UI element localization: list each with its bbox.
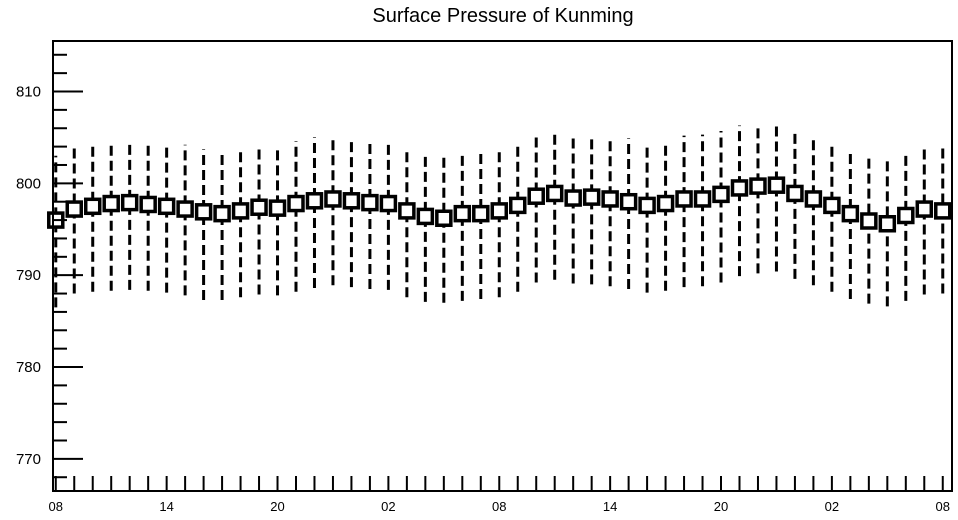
median-box (675, 190, 693, 208)
y-tick-label: 810 (16, 84, 41, 101)
plot-frame (52, 40, 953, 492)
median-box (601, 190, 619, 208)
median-box (268, 199, 287, 217)
y-tick-label: 780 (16, 359, 41, 376)
median-box (823, 196, 841, 215)
median-box (490, 202, 509, 220)
median-box (767, 176, 786, 194)
median-box (342, 192, 361, 210)
x-tick-label: 08 (936, 499, 950, 514)
median-box (176, 200, 194, 218)
median-box (361, 193, 379, 212)
x-tick-label: 14 (603, 499, 617, 514)
median-box (139, 195, 157, 214)
median-box (435, 209, 453, 227)
x-tick-label: 20 (714, 499, 728, 514)
median-box (786, 184, 804, 203)
y-tick-label: 770 (16, 451, 41, 468)
x-tick-label: 14 (159, 499, 173, 514)
median-box (120, 193, 139, 212)
median-box (157, 197, 176, 216)
x-tick-label: 08 (492, 499, 506, 514)
x-tick-label: 20 (270, 499, 284, 514)
median-box (194, 203, 213, 221)
median-box (749, 177, 767, 195)
whiskers-layer (54, 122, 945, 308)
median-box (472, 204, 490, 223)
median-box (564, 189, 582, 207)
median-box (712, 185, 730, 204)
median-box (453, 204, 472, 223)
median-box (213, 204, 231, 223)
x-tick-label: 08 (49, 499, 63, 514)
median-box (693, 190, 712, 208)
median-box (582, 188, 601, 206)
median-box (83, 197, 102, 216)
median-box (305, 192, 324, 210)
median-box (416, 207, 435, 226)
boxes-layer (47, 176, 952, 233)
median-box (231, 202, 250, 220)
median-box (841, 204, 860, 223)
median-box (915, 200, 934, 218)
chart-title: Surface Pressure of Kunming (372, 5, 633, 27)
x-tick-label: 02 (381, 499, 395, 514)
y-tick-label: 790 (16, 267, 41, 284)
y-axis: 770 780 790 800 810 (16, 53, 83, 479)
y-tick-label: 800 (16, 175, 41, 192)
median-box (638, 196, 656, 215)
median-box (656, 194, 675, 213)
median-box (545, 184, 564, 203)
median-box (897, 206, 915, 225)
median-box (102, 194, 120, 213)
median-box (730, 179, 749, 197)
median-box (934, 202, 952, 220)
median-box (804, 190, 823, 208)
median-box (324, 190, 342, 208)
median-box (508, 196, 527, 215)
median-box (65, 200, 84, 218)
median-box (398, 202, 416, 220)
x-tick-label: 02 (825, 499, 839, 514)
median-box (379, 194, 398, 213)
median-box (878, 215, 897, 233)
median-box (860, 212, 878, 230)
median-box (250, 198, 268, 216)
median-box (287, 194, 305, 213)
median-box (619, 192, 638, 211)
median-box (527, 187, 545, 205)
x-axis: 08 14 20 02 08 14 20 02 08 (49, 476, 950, 514)
